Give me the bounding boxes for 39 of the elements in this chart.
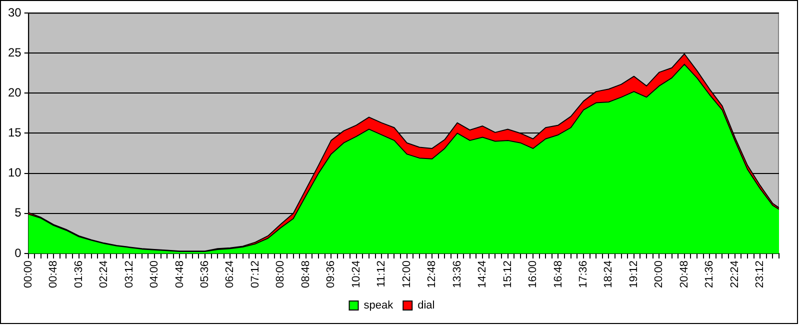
x-tick-label: 14:24: [476, 260, 489, 288]
x-tick-label: 03:12: [123, 260, 136, 288]
x-tick-label: 20:00: [653, 260, 666, 288]
y-tick-label: 0: [14, 246, 22, 260]
x-tick-label: 05:36: [199, 260, 212, 288]
x-tick-label: 02:24: [98, 260, 110, 288]
x-tick-label: 12:48: [426, 260, 438, 288]
y-tick-label: 20: [8, 85, 22, 100]
x-tick-label: 00:48: [48, 260, 60, 288]
x-tick-label: 18:24: [602, 260, 615, 288]
y-tick-label: 25: [8, 45, 22, 60]
x-tick-label: 01:36: [72, 260, 85, 288]
y-tick-label: 5: [14, 206, 22, 220]
x-tick-label: 22:24: [728, 260, 741, 288]
y-tick-label: 10: [8, 166, 22, 180]
x-tick-label: 12:00: [400, 260, 413, 288]
x-tick-label: 07:12: [249, 260, 262, 288]
x-tick-label: 11:12: [376, 260, 388, 288]
x-tick-label: 04:00: [148, 260, 161, 288]
x-tick-label: 23:12: [754, 260, 766, 288]
y-tick-label: 15: [8, 126, 22, 140]
y-tick-label: 30: [8, 5, 22, 20]
x-tick-label: 16:48: [552, 260, 564, 288]
x-tick-label: 00:00: [22, 260, 34, 288]
x-tick-label: 17:36: [577, 260, 590, 288]
x-tick-label: 08:48: [300, 260, 312, 288]
x-tick-label: 16:00: [527, 260, 540, 288]
legend-label: dial: [418, 300, 435, 312]
x-tick-label: 08:00: [274, 260, 287, 288]
x-tick-label: 09:36: [325, 260, 338, 288]
x-tick-label: 06:24: [224, 260, 236, 288]
x-tick-label: 13:36: [451, 260, 464, 288]
legend-label: speak: [364, 300, 394, 312]
x-tick-label: 19:12: [628, 260, 640, 288]
x-tick-label: 15:12: [502, 260, 514, 288]
x-tick-label: 10:24: [350, 260, 362, 288]
x-tick-label: 20:48: [678, 260, 690, 288]
x-tick-label: 21:36: [704, 260, 716, 288]
x-tick-label: 04:48: [174, 260, 186, 288]
